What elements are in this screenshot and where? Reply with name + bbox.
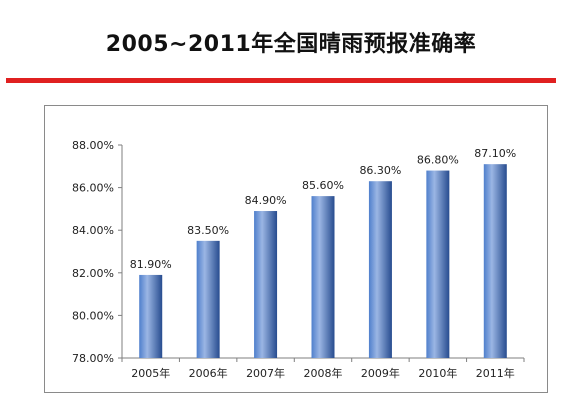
bar <box>139 274 163 358</box>
x-tick-label: 2007年 <box>246 366 285 380</box>
data-label: 86.30% <box>359 164 401 177</box>
y-tick-label: 80.00% <box>72 309 114 322</box>
bar <box>368 181 392 358</box>
x-tick-label: 2010年 <box>418 366 457 380</box>
x-tick-label: 2008年 <box>304 366 343 380</box>
title-divider <box>6 78 556 83</box>
y-tick-label: 88.00% <box>72 139 114 152</box>
y-tick-label: 78.00% <box>72 352 114 365</box>
page-title: 2005~2011年全国晴雨预报准确率 <box>105 32 477 57</box>
data-label: 85.60% <box>302 179 344 192</box>
chart-frame <box>44 105 548 393</box>
x-tick-label: 2005年 <box>131 366 170 380</box>
data-label: 87.10% <box>474 147 516 160</box>
y-tick-label: 82.00% <box>72 267 114 280</box>
bar <box>196 240 220 358</box>
data-label: 84.90% <box>245 194 287 207</box>
data-label: 83.50% <box>187 224 229 237</box>
x-tick-label: 2009年 <box>361 366 400 380</box>
data-label: 81.90% <box>130 258 172 271</box>
bar <box>483 164 507 358</box>
x-tick-label: 2011年 <box>476 366 515 380</box>
bar <box>311 196 335 358</box>
x-tick-label: 2006年 <box>189 366 228 380</box>
bar <box>254 211 278 358</box>
data-label: 86.80% <box>417 154 459 167</box>
bar <box>426 170 450 358</box>
y-tick-label: 84.00% <box>72 224 114 237</box>
y-tick-label: 86.00% <box>72 182 114 195</box>
